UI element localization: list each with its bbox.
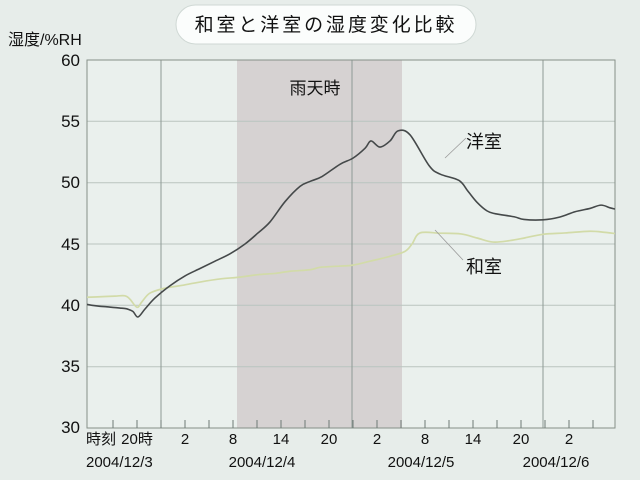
svg-text:2004/12/3: 2004/12/3 [86,454,153,471]
svg-text:35: 35 [61,357,80,376]
svg-text:45: 45 [61,235,80,254]
svg-text:30: 30 [61,418,80,437]
svg-text:8: 8 [229,431,237,448]
svg-text:50: 50 [61,173,80,192]
svg-text:雨天時: 雨天時 [290,79,341,98]
svg-text:2004/12/6: 2004/12/6 [523,454,590,471]
svg-text:20時: 20時 [121,431,153,448]
svg-text:湿度/%RH: 湿度/%RH [8,31,82,49]
svg-text:2: 2 [565,431,573,448]
svg-text:時刻: 時刻 [86,431,116,448]
svg-text:和室: 和室 [466,257,502,277]
svg-text:2004/12/5: 2004/12/5 [388,454,455,471]
svg-text:2: 2 [373,431,381,448]
svg-text:14: 14 [465,431,482,448]
svg-text:2004/12/4: 2004/12/4 [229,454,296,471]
svg-text:20: 20 [513,431,530,448]
svg-text:14: 14 [273,431,290,448]
svg-text:60: 60 [61,51,80,70]
svg-text:8: 8 [421,431,429,448]
svg-text:和室と洋室の湿度変化比較: 和室と洋室の湿度変化比較 [195,14,458,36]
svg-text:55: 55 [61,112,80,131]
svg-text:40: 40 [61,296,80,315]
svg-text:20: 20 [321,431,338,448]
svg-text:洋室: 洋室 [466,132,502,152]
svg-text:2: 2 [181,431,189,448]
